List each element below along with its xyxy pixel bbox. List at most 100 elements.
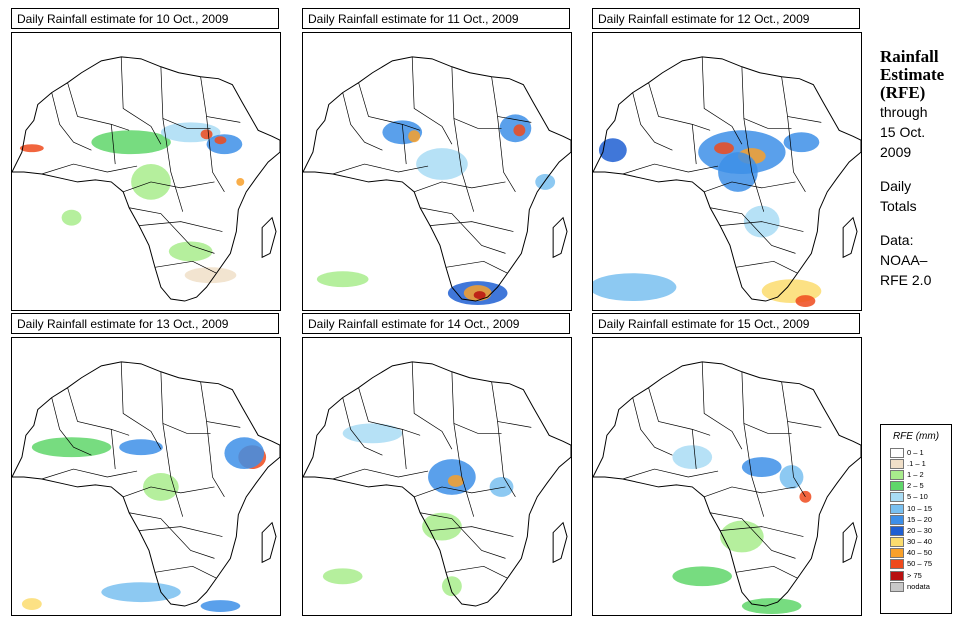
legend-title: RFE (mm) xyxy=(892,431,940,442)
country-border xyxy=(162,118,184,212)
legend-label: nodata xyxy=(907,581,930,591)
coastline xyxy=(12,361,280,607)
country-border xyxy=(206,421,225,498)
country-border xyxy=(401,124,407,165)
country-border xyxy=(160,66,211,129)
rainfall-area xyxy=(21,598,42,611)
country-border xyxy=(632,92,673,151)
panel-title: Daily Rainfall estimate for 10 Oct., 200… xyxy=(11,8,279,29)
country-border xyxy=(453,118,475,212)
country-border xyxy=(401,429,407,470)
rainfall-map xyxy=(302,337,572,616)
legend-item: .1 – 1 xyxy=(890,458,951,469)
rainfall-panel-14-oct: Daily Rainfall estimate for 14 Oct., 200… xyxy=(302,313,572,616)
rainfall-area xyxy=(184,267,237,284)
country-border xyxy=(67,387,130,436)
totals-label: Totals xyxy=(880,198,917,214)
rainfall-area xyxy=(714,142,734,155)
legend-item: 50 – 75 xyxy=(890,559,951,570)
legend-swatch xyxy=(890,458,904,469)
country-border xyxy=(743,423,765,517)
rainfall-area xyxy=(168,241,213,262)
legend-label: 1 – 2 xyxy=(907,469,924,479)
country-border xyxy=(622,468,719,480)
rainfall-area xyxy=(741,457,782,477)
rainfall-area xyxy=(473,291,486,300)
legend-item: 5 – 10 xyxy=(890,492,951,503)
country-border xyxy=(648,82,711,131)
rainfall-area xyxy=(322,568,363,585)
madagascar-outline xyxy=(552,521,568,564)
country-border xyxy=(497,421,516,498)
rainfall-area xyxy=(342,423,403,444)
legend-item: 30 – 40 xyxy=(890,537,951,548)
legend-label: 50 – 75 xyxy=(907,559,933,569)
country-border xyxy=(420,512,506,559)
country-border xyxy=(445,260,508,274)
rainfall-area xyxy=(200,600,241,612)
country-border xyxy=(206,116,225,193)
rainfall-area xyxy=(513,124,526,137)
rainfall-area xyxy=(489,476,514,497)
country-border xyxy=(420,207,506,254)
country-border xyxy=(701,56,743,145)
rainfall-area xyxy=(672,445,713,470)
country-border xyxy=(743,118,765,212)
legend-swatch xyxy=(890,492,904,503)
map-canvas xyxy=(12,361,280,612)
legend-item: 1 – 2 xyxy=(890,469,951,480)
rainfall-area xyxy=(720,520,764,553)
country-border xyxy=(139,221,223,232)
legend-swatch xyxy=(890,514,904,525)
country-border xyxy=(781,381,822,428)
country-border xyxy=(648,387,711,436)
rainfall-area xyxy=(593,273,677,302)
country-border xyxy=(332,468,429,480)
rainfall-area xyxy=(535,173,556,190)
legend-swatch xyxy=(890,537,904,548)
country-border xyxy=(139,526,223,537)
country-border xyxy=(154,260,217,274)
country-border xyxy=(451,371,502,434)
legend-label: 2 – 5 xyxy=(907,481,924,491)
panel-title: Daily Rainfall estimate for 12 Oct., 200… xyxy=(592,8,860,29)
coastline xyxy=(12,56,280,302)
country-border xyxy=(453,423,475,517)
legend-label: 10 – 15 xyxy=(907,503,933,513)
country-border xyxy=(632,397,673,456)
rainfall-area xyxy=(101,582,181,603)
map-canvas xyxy=(593,56,861,307)
legend-swatch xyxy=(890,581,904,592)
country-border xyxy=(358,82,421,131)
rainfall-area xyxy=(214,136,227,145)
legend-item: 20 – 30 xyxy=(890,525,951,536)
country-border xyxy=(787,421,806,498)
map-canvas xyxy=(593,361,861,614)
legend-swatch xyxy=(890,481,904,492)
country-border xyxy=(701,361,743,450)
rainfall-area xyxy=(143,473,179,501)
country-border xyxy=(710,512,796,559)
madagascar-outline xyxy=(842,216,858,259)
legend-item: 0 – 1 xyxy=(890,447,951,458)
panel-title: Daily Rainfall estimate for 11 Oct., 200… xyxy=(302,8,570,29)
date-line1: 15 Oct. xyxy=(880,124,926,140)
legend-swatch xyxy=(890,570,904,581)
legend-item: 40 – 50 xyxy=(890,548,951,559)
rainfall-area xyxy=(795,295,816,307)
country-border xyxy=(51,397,92,456)
coastline xyxy=(593,361,861,607)
country-border xyxy=(622,163,719,175)
country-border xyxy=(411,361,453,450)
coastline xyxy=(303,56,571,302)
country-border xyxy=(430,526,514,537)
rainfall-area xyxy=(783,132,820,153)
rainfall-area xyxy=(779,465,804,489)
country-border xyxy=(67,82,130,131)
legend-label: 20 – 30 xyxy=(907,525,933,535)
side-title-line3: (RFE) xyxy=(880,83,926,102)
map-canvas xyxy=(12,56,280,302)
country-border xyxy=(735,260,798,274)
